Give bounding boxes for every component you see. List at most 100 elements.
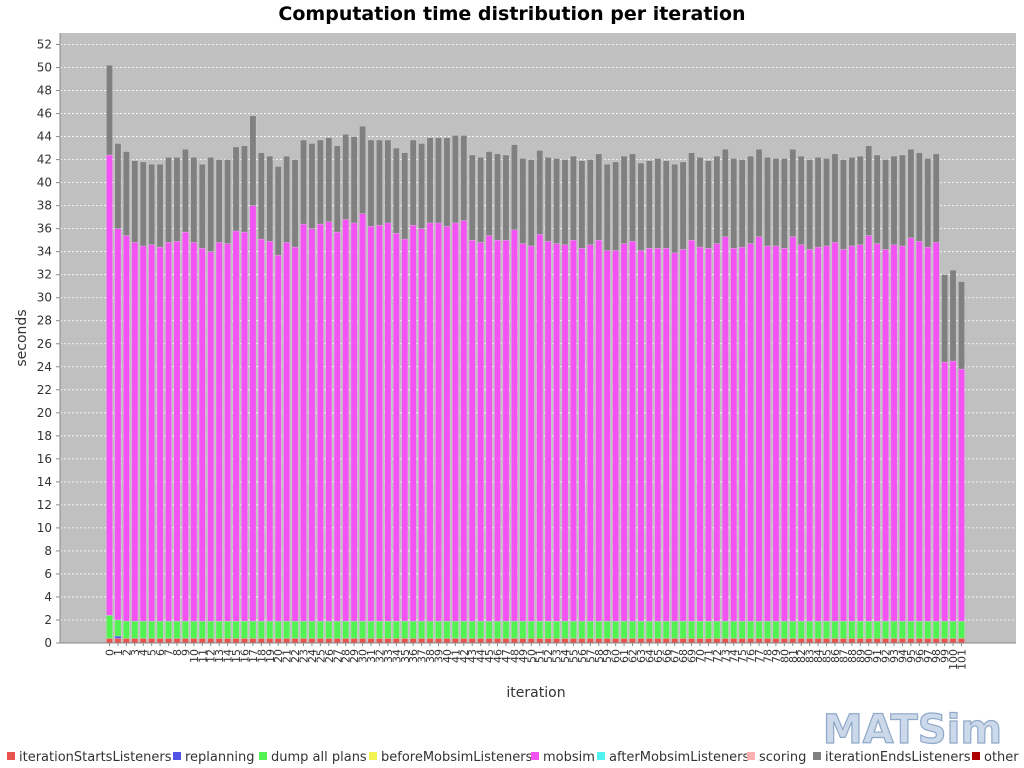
bar-segment <box>156 163 164 248</box>
x-tick-label: 39 <box>432 649 445 663</box>
bar-segment <box>696 638 704 644</box>
legend-swatch <box>173 752 181 760</box>
bar-segment <box>941 274 948 363</box>
y-tick-label: 16 <box>37 452 52 466</box>
bar-segment <box>721 149 729 237</box>
bar-segment <box>814 620 822 639</box>
legend-label: dump all plans <box>271 750 367 765</box>
bar-segment <box>932 620 940 639</box>
bar-segment <box>764 620 771 639</box>
bar-segment <box>511 229 518 622</box>
x-tick-label: 2 <box>120 649 133 656</box>
bar-segment <box>679 249 687 622</box>
bar-segment <box>291 159 299 248</box>
x-tick-label: 54 <box>559 649 572 663</box>
bar-segment <box>941 361 948 622</box>
bar-segment <box>274 166 282 256</box>
bar-segment <box>123 235 130 622</box>
bar-segment <box>958 620 965 639</box>
legend: iterationStartsListeners replanning dump a… <box>7 750 1019 765</box>
bar-segment <box>915 638 923 644</box>
bar-segment <box>139 245 147 622</box>
bar-segment <box>814 246 822 622</box>
bar-segment <box>477 242 485 622</box>
bar-segment <box>468 620 476 639</box>
bar-segment <box>198 163 206 249</box>
bar-segment <box>873 638 881 644</box>
x-tick-label: 70 <box>694 649 707 663</box>
y-axis: 0246810121416182022242628303234363840424… <box>37 38 60 650</box>
bar-segment <box>519 620 527 639</box>
bar-segment <box>426 620 434 639</box>
bar-segment <box>443 137 451 227</box>
bar-segment <box>578 620 586 639</box>
bar-segment <box>772 620 780 639</box>
y-tick-label: 14 <box>37 475 52 489</box>
bar-segment <box>890 620 898 639</box>
bar-segment <box>435 620 442 639</box>
x-tick-label: 44 <box>475 649 488 663</box>
x-tick-label: 47 <box>500 649 513 663</box>
x-tick-label: 3 <box>129 649 142 656</box>
bar-segment <box>139 638 147 644</box>
y-tick-label: 30 <box>37 291 52 305</box>
bar-segment <box>570 620 577 639</box>
bar-segment <box>485 151 493 236</box>
x-tick-label: 77 <box>753 649 766 663</box>
bar-segment <box>452 638 459 644</box>
bar-segment <box>958 281 965 370</box>
x-tick-label: 40 <box>441 649 454 663</box>
bar-segment <box>536 620 544 639</box>
x-tick-label: 90 <box>863 649 876 663</box>
bar-segment <box>755 236 763 622</box>
bar-segment <box>384 222 392 622</box>
bar-segment <box>511 620 518 639</box>
bar-segment <box>409 139 417 226</box>
bar-segment <box>671 252 679 622</box>
y-tick-label: 38 <box>37 199 52 213</box>
bar-segment <box>915 620 923 639</box>
y-tick-label: 32 <box>37 268 52 282</box>
bar-segment <box>570 239 577 622</box>
legend-label: beforeMobsimListeners <box>381 750 533 765</box>
bar-segment <box>603 250 611 622</box>
x-tick-label: 6 <box>154 649 167 656</box>
bar-segment <box>612 620 619 639</box>
bar-segment <box>266 638 274 644</box>
x-tick-label: 42 <box>458 649 471 663</box>
x-tick-label: 16 <box>238 649 251 663</box>
bar-segment <box>924 638 932 644</box>
bar-segment <box>333 638 341 644</box>
x-tick-label: 13 <box>213 649 226 663</box>
x-tick-label: 56 <box>576 649 589 663</box>
bar-segment <box>781 620 788 639</box>
bar-segment <box>156 246 164 622</box>
bar-segment <box>856 244 864 622</box>
bar-segment <box>460 135 468 221</box>
bar-segment <box>958 368 965 622</box>
bar-segment <box>603 163 611 251</box>
bar-segment <box>612 250 619 622</box>
x-tick-label: 27 <box>331 649 344 663</box>
x-tick-label: 74 <box>728 649 741 663</box>
x-tick-label: 62 <box>627 649 640 663</box>
bar-segment <box>511 638 518 644</box>
bar-segment <box>198 620 206 639</box>
x-tick-label: 32 <box>373 649 386 663</box>
bar-segment <box>713 155 721 244</box>
bar-segment <box>738 159 746 248</box>
bar-segment <box>392 620 400 639</box>
bar-segment <box>401 638 409 644</box>
legend-label: mobsim <box>543 750 595 765</box>
bar-segment <box>308 620 316 639</box>
bar-segment <box>747 155 754 244</box>
bar-segment <box>721 638 729 644</box>
bar-segment <box>688 152 695 241</box>
x-tick-label: 5 <box>146 649 159 656</box>
bar-segment <box>949 269 957 362</box>
bar-segment <box>165 242 172 622</box>
x-tick-label: 85 <box>821 649 834 663</box>
x-axis: 0123456789101112131415161718192021222324… <box>104 643 969 670</box>
x-tick-label: 43 <box>466 649 479 663</box>
bar-segment <box>494 620 501 639</box>
